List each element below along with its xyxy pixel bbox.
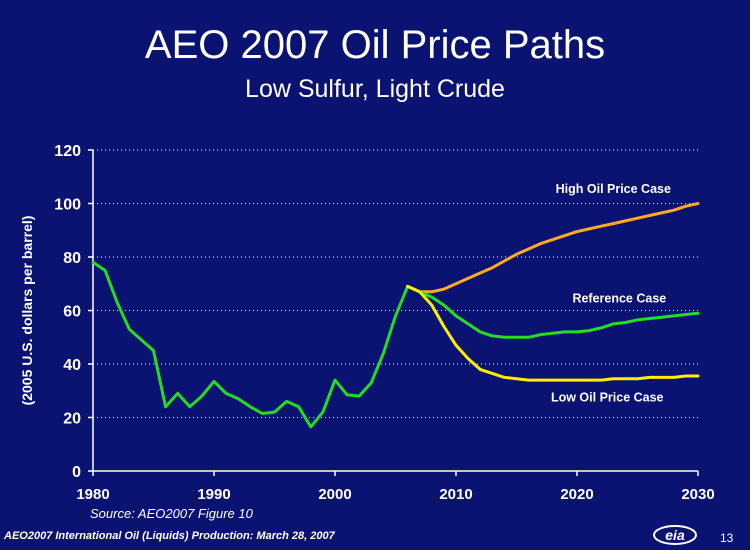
x-tick-label: 2000 (318, 486, 351, 503)
slide-title: AEO 2007 Oil Price Paths (144, 23, 606, 67)
series-line-3 (406, 284, 700, 382)
x-tick-label: 2020 (560, 486, 593, 503)
series-layer (91, 202, 700, 429)
eia-logo-icon: eia (653, 525, 697, 545)
y-tick-label: 0 (72, 464, 81, 481)
y-axis-label: (2005 U.S. dollars per barrel) (19, 216, 35, 406)
y-tick-label: 100 (54, 197, 81, 214)
y-tick-label: 40 (63, 357, 81, 374)
x-tick-label: 2030 (681, 486, 714, 503)
series-line-2 (406, 284, 700, 339)
series-line-1 (406, 202, 700, 294)
x-tick-label: 1980 (76, 486, 109, 503)
y-tick-label: 80 (63, 250, 81, 267)
footer-text: AEO2007 International Oil (Liquids) Prod… (4, 530, 335, 542)
svg-text:eia: eia (665, 527, 685, 543)
series-annotation: Reference Case (572, 291, 666, 305)
series-line-0 (91, 260, 410, 429)
axis-layer (92, 150, 698, 472)
series-annotation: Low Oil Price Case (551, 390, 664, 404)
x-tick-label: 1990 (197, 486, 230, 503)
y-tick-label: 60 (63, 304, 81, 321)
annotation-layer: High Oil Price Case Reference Case Low Oil… (551, 182, 671, 405)
source-note: Source: AEO2007 Figure 10 (90, 506, 253, 521)
y-tick-label: 120 (54, 143, 81, 160)
y-tick-label: 20 (63, 411, 81, 428)
tick-layer: 0 20 40 60 80 100 120 1980 1990 2000 2010 2020 2030 (54, 143, 714, 503)
grid-layer (93, 149, 698, 418)
slide-subtitle: Low Sulfur, Light Crude (245, 75, 505, 103)
x-tick-label: 2010 (439, 486, 472, 503)
series-annotation: High Oil Price Case (556, 182, 671, 196)
page-number: 13 (720, 531, 734, 545)
